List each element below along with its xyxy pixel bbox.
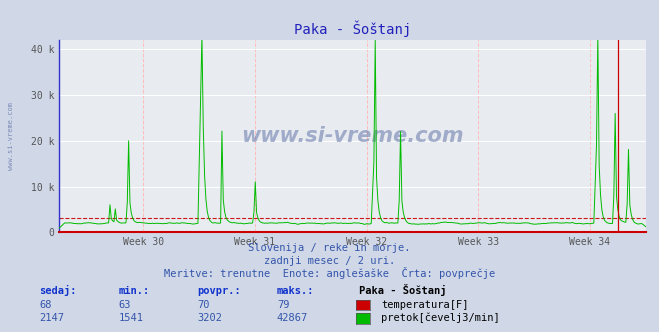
Text: 63: 63 bbox=[119, 300, 131, 310]
Text: 1541: 1541 bbox=[119, 313, 144, 323]
Text: temperatura[F]: temperatura[F] bbox=[381, 300, 469, 310]
Text: min.:: min.: bbox=[119, 286, 150, 296]
Text: www.si-vreme.com: www.si-vreme.com bbox=[8, 102, 14, 170]
Text: 2147: 2147 bbox=[40, 313, 65, 323]
Text: www.si-vreme.com: www.si-vreme.com bbox=[241, 126, 464, 146]
Title: Paka - Šoštanj: Paka - Šoštanj bbox=[294, 21, 411, 37]
Text: maks.:: maks.: bbox=[277, 286, 314, 296]
Text: 79: 79 bbox=[277, 300, 289, 310]
Text: Meritve: trenutne  Enote: anglešaške  Črta: povprečje: Meritve: trenutne Enote: anglešaške Črta… bbox=[164, 267, 495, 279]
Text: Paka - Šoštanj: Paka - Šoštanj bbox=[359, 284, 447, 296]
Text: povpr.:: povpr.: bbox=[198, 286, 241, 296]
Text: Slovenija / reke in morje.: Slovenija / reke in morje. bbox=[248, 243, 411, 253]
Text: 42867: 42867 bbox=[277, 313, 308, 323]
Text: 68: 68 bbox=[40, 300, 52, 310]
Text: sedaj:: sedaj: bbox=[40, 285, 77, 296]
Text: zadnji mesec / 2 uri.: zadnji mesec / 2 uri. bbox=[264, 256, 395, 266]
Text: 70: 70 bbox=[198, 300, 210, 310]
Text: 3202: 3202 bbox=[198, 313, 223, 323]
Text: pretok[čevelj3/min]: pretok[čevelj3/min] bbox=[381, 312, 500, 323]
